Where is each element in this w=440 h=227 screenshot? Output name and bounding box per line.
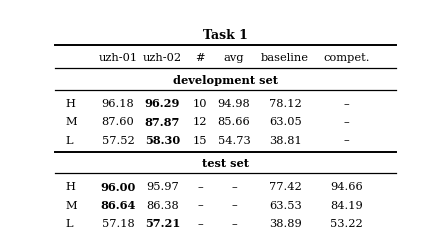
Text: test set: test set <box>202 157 249 168</box>
Text: compet.: compet. <box>323 53 370 63</box>
Text: –: – <box>197 181 203 191</box>
Text: –: – <box>231 218 237 227</box>
Text: 86.64: 86.64 <box>100 199 136 210</box>
Text: 87.87: 87.87 <box>145 116 180 127</box>
Text: avg: avg <box>224 53 244 63</box>
Text: 94.66: 94.66 <box>330 181 363 191</box>
Text: baseline: baseline <box>261 53 309 63</box>
Text: 57.52: 57.52 <box>102 135 135 145</box>
Text: M: M <box>65 117 77 127</box>
Text: 84.19: 84.19 <box>330 200 363 210</box>
Text: 58.30: 58.30 <box>145 135 180 146</box>
Text: Task 1: Task 1 <box>203 29 248 42</box>
Text: H: H <box>65 181 75 191</box>
Text: 10: 10 <box>193 98 207 108</box>
Text: –: – <box>344 98 349 108</box>
Text: 57.18: 57.18 <box>102 218 135 227</box>
Text: –: – <box>344 135 349 145</box>
Text: M: M <box>65 200 77 210</box>
Text: uzh-02: uzh-02 <box>143 53 182 63</box>
Text: –: – <box>231 181 237 191</box>
Text: L: L <box>65 135 73 145</box>
Text: 63.53: 63.53 <box>269 200 301 210</box>
Text: development set: development set <box>173 74 278 85</box>
Text: #: # <box>195 53 205 63</box>
Text: 54.73: 54.73 <box>218 135 250 145</box>
Text: 87.60: 87.60 <box>102 117 135 127</box>
Text: 38.81: 38.81 <box>269 135 301 145</box>
Text: 95.97: 95.97 <box>146 181 179 191</box>
Text: 15: 15 <box>193 135 207 145</box>
Text: 12: 12 <box>193 117 207 127</box>
Text: L: L <box>65 218 73 227</box>
Text: H: H <box>65 98 75 108</box>
Text: 86.38: 86.38 <box>146 200 179 210</box>
Text: 57.21: 57.21 <box>145 217 180 227</box>
Text: 96.18: 96.18 <box>102 98 135 108</box>
Text: 38.89: 38.89 <box>269 218 301 227</box>
Text: –: – <box>197 218 203 227</box>
Text: 85.66: 85.66 <box>218 117 250 127</box>
Text: –: – <box>344 117 349 127</box>
Text: 63.05: 63.05 <box>269 117 301 127</box>
Text: –: – <box>231 200 237 210</box>
Text: 94.98: 94.98 <box>218 98 250 108</box>
Text: 78.12: 78.12 <box>269 98 301 108</box>
Text: 77.42: 77.42 <box>269 181 301 191</box>
Text: –: – <box>197 200 203 210</box>
Text: 96.00: 96.00 <box>100 181 136 192</box>
Text: uzh-01: uzh-01 <box>99 53 138 63</box>
Text: 96.29: 96.29 <box>145 98 180 109</box>
Text: 53.22: 53.22 <box>330 218 363 227</box>
